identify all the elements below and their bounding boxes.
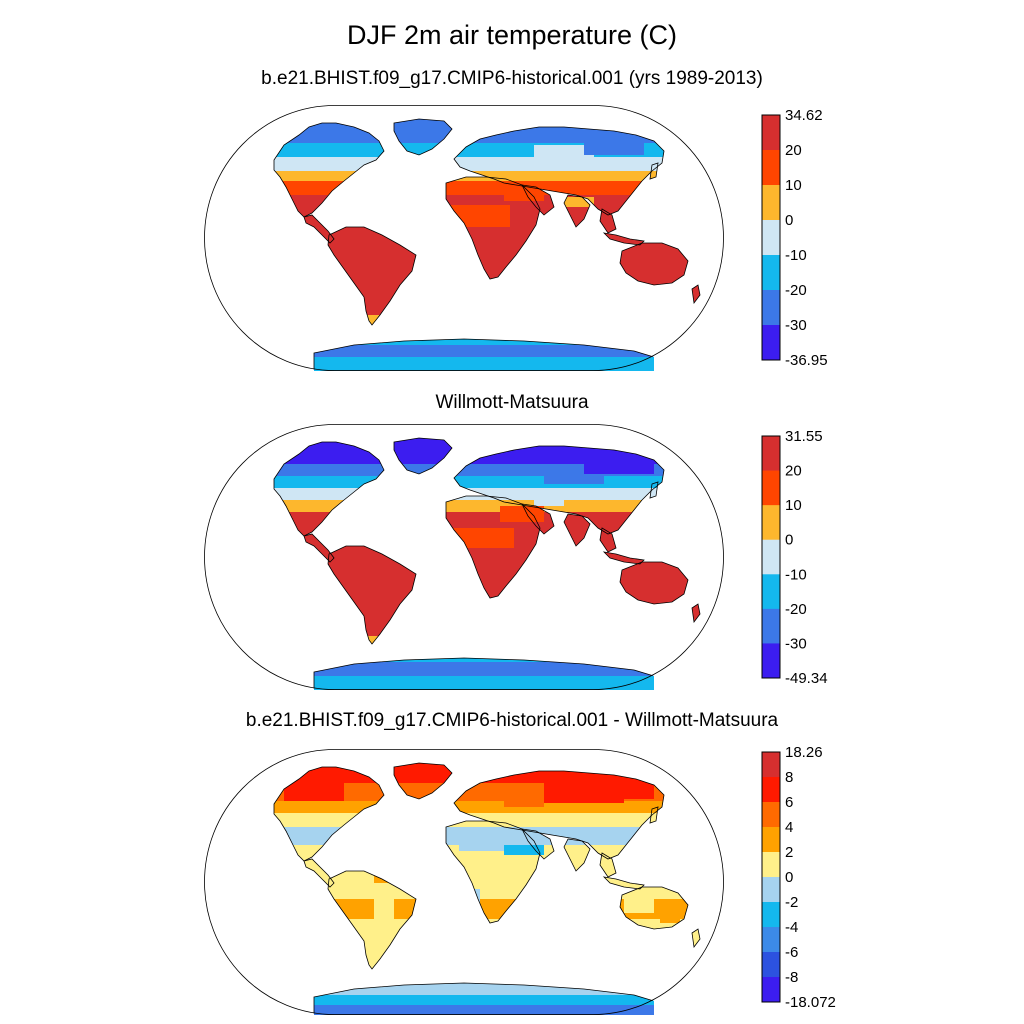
colorbar-tick-label: 0 — [785, 869, 793, 886]
colorbar-tick-label: 34.62 — [785, 107, 823, 124]
colorbar-tick-label: 20 — [785, 463, 802, 480]
colorbar-swatch — [762, 877, 780, 903]
colorbar-tick-label: -8 — [785, 969, 798, 986]
colorbar-swatch — [762, 977, 780, 1003]
colorbar-swatch — [762, 777, 780, 803]
colorbar-tick-label: -20 — [785, 601, 807, 618]
panel-3-map — [204, 749, 724, 1015]
map-frame — [204, 749, 724, 1015]
colorbar-swatch — [762, 608, 780, 644]
colorbar-tick-label: 4 — [785, 819, 793, 836]
colorbar-frame — [761, 435, 781, 679]
colorbar-swatch — [762, 902, 780, 928]
colorbar-tick-label: -10 — [785, 247, 807, 264]
colorbar-tick-label: -6 — [785, 944, 798, 961]
map-frame — [204, 424, 724, 690]
colorbar-swatch — [762, 470, 780, 506]
panel-3-colorbar: 18.26 8 6 4 2 0 -2 -4 -6 -8 -18.072 — [761, 744, 836, 1011]
colorbar-swatch — [762, 325, 780, 361]
colorbar-swatch — [762, 539, 780, 575]
colorbar-tick-label: -30 — [785, 317, 807, 334]
difference-map — [273, 762, 701, 1015]
map-frame — [204, 105, 724, 371]
coastlines — [273, 762, 701, 1015]
colorbar-swatch — [762, 802, 780, 828]
land-fill — [274, 763, 700, 1015]
colorbar-tick-label: -10 — [785, 566, 807, 583]
colorbar-tick-label: 6 — [785, 794, 793, 811]
colorbar-swatch — [762, 643, 780, 679]
colorbar-swatch — [762, 927, 780, 953]
colorbar-swatch — [762, 752, 780, 778]
colorbar-tick-label: 20 — [785, 142, 802, 159]
panel-1-map — [204, 105, 724, 371]
panel-1-title: b.e21.BHIST.f09_g17.CMIP6-historical.001… — [261, 68, 763, 89]
colorbar-tick-label: -20 — [785, 282, 807, 299]
colorbar-swatch — [762, 255, 780, 291]
colorbar-swatch — [762, 827, 780, 853]
colorbar-swatch — [762, 574, 780, 610]
colorbar-swatch — [762, 952, 780, 978]
colorbar-tick-label: 10 — [785, 497, 802, 514]
colorbar-tick-label: 0 — [785, 212, 793, 229]
colorbar-swatch — [762, 220, 780, 256]
land-fill — [274, 438, 700, 690]
colorbar-frame — [761, 114, 781, 361]
colorbar-tick-label: -4 — [785, 919, 798, 936]
panel-1-colorbar: 34.62 20 10 0 -10 -20 -30 -36.95 — [761, 107, 828, 369]
coastlines — [273, 437, 701, 690]
colorbar-swatch — [762, 505, 780, 541]
colorbar-tick-label: -30 — [785, 635, 807, 652]
coastlines — [273, 118, 701, 371]
colorbar-tick-label: -49.34 — [785, 670, 828, 687]
colorbar-swatch — [762, 185, 780, 221]
colorbar-tick-label: 10 — [785, 177, 802, 194]
colorbar-tick-label: -18.072 — [785, 994, 836, 1011]
colorbar-frame — [761, 751, 781, 1003]
panel-3-title: b.e21.BHIST.f09_g17.CMIP6-historical.001… — [245, 710, 779, 731]
colorbar-swatch — [762, 436, 780, 471]
colorbar-tick-label: 18.26 — [785, 744, 823, 761]
land-fill — [274, 119, 700, 371]
temperature-map — [273, 118, 701, 371]
colorbar-tick-label: 0 — [785, 532, 793, 549]
main-title: DJF 2m air temperature (C) — [346, 20, 678, 50]
panel-2-map — [204, 424, 724, 690]
colorbar-tick-label: 2 — [785, 844, 793, 861]
panel-2-colorbar: 31.55 20 10 0 -10 -20 -30 -49.34 — [761, 428, 828, 687]
colorbar-tick-label: 8 — [785, 769, 793, 786]
colorbar-swatch — [762, 290, 780, 326]
colorbar-tick-label: -36.95 — [785, 352, 828, 369]
colorbar-swatch — [762, 150, 780, 186]
temperature-map — [273, 437, 701, 690]
colorbar-swatch — [762, 852, 780, 878]
colorbar-swatch — [762, 115, 780, 151]
colorbar-tick-label: -2 — [785, 894, 798, 911]
colorbar-tick-label: 31.55 — [785, 428, 823, 445]
panel-2-title: Willmott-Matsuura — [435, 392, 589, 413]
